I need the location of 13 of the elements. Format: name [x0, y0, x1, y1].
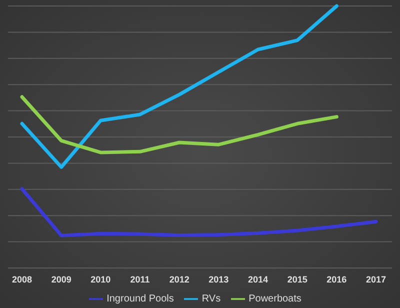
x-tick-label: 2008 — [12, 274, 32, 284]
legend-label: RVs — [202, 294, 221, 305]
x-tick-label: 2010 — [90, 274, 111, 284]
x-tick-label: 2016 — [326, 274, 347, 284]
legend-label: Powerboats — [248, 294, 302, 305]
x-tick-label: 2012 — [169, 274, 190, 284]
legend-label: Inground Pools — [106, 294, 174, 305]
x-tick-label: 2015 — [287, 274, 308, 284]
x-tick-label: 2014 — [248, 274, 268, 284]
x-tick-label: 2009 — [51, 274, 72, 284]
x-tick-label: 2013 — [208, 274, 229, 284]
x-tick-label: 2017 — [366, 274, 386, 284]
x-tick-label: 2011 — [130, 274, 150, 284]
